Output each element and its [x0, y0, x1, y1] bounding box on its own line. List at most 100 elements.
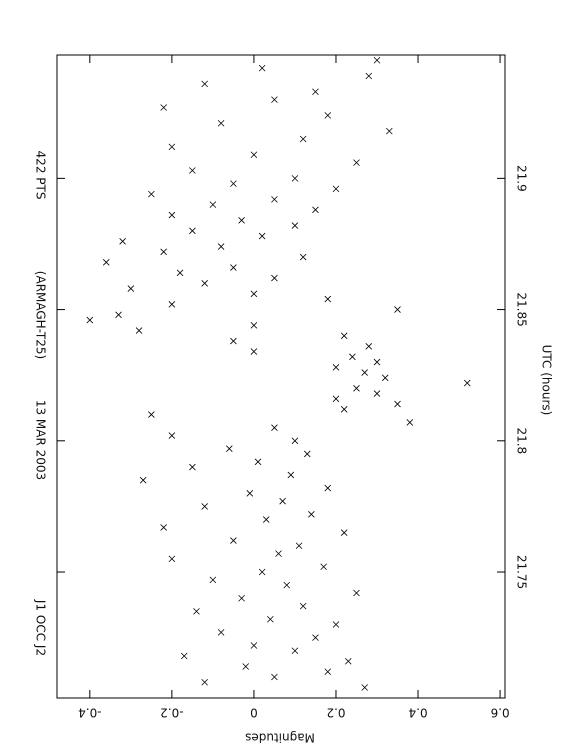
data-point: [349, 353, 356, 361]
data-point: [291, 437, 299, 445]
data-point: [365, 343, 373, 350]
data-point: [332, 621, 340, 628]
data-point: [271, 274, 278, 282]
data-point: [271, 424, 278, 431]
data-point: [230, 264, 237, 271]
data-point: [86, 316, 94, 324]
data-point: [332, 364, 340, 371]
data-point: [119, 238, 126, 245]
data-point: [242, 663, 250, 670]
data-point: [246, 490, 254, 497]
data-point: [168, 143, 176, 151]
data-point: [324, 668, 332, 676]
data-point: [324, 112, 332, 119]
data-point: [193, 608, 200, 615]
x-tick-label: 21.85: [515, 292, 529, 326]
data-point: [394, 306, 401, 313]
data-point: [295, 542, 303, 550]
data-point: [230, 180, 237, 187]
data-point: [258, 568, 266, 576]
data-point: [250, 290, 258, 298]
data-point: [271, 96, 278, 103]
data-point: [373, 358, 381, 366]
data-point: [373, 390, 381, 397]
data-point: [262, 516, 270, 523]
data-point: [267, 615, 274, 623]
data-point: [201, 280, 208, 287]
data-point: [279, 497, 286, 505]
data-point: [238, 594, 245, 602]
data-point: [258, 64, 266, 72]
data-point: [361, 684, 368, 691]
y-tick-label: -0.2: [160, 706, 183, 720]
data-point: [340, 406, 348, 413]
data-point: [324, 484, 332, 492]
y-tick-label: 0.4: [408, 706, 427, 720]
data-point: [312, 634, 319, 641]
data-point: [168, 211, 176, 219]
data-point: [291, 222, 299, 229]
data-point: [209, 576, 217, 584]
data-point: [353, 589, 360, 597]
data-point: [160, 104, 167, 111]
title-part: (ARMAGH-T25): [34, 271, 48, 359]
data-point: [258, 232, 266, 240]
data-point: [250, 322, 258, 329]
data-point: [340, 332, 348, 340]
data-point: [463, 379, 471, 387]
data-point: [250, 348, 258, 355]
data-point: [160, 248, 167, 256]
y-tick-label: 0: [250, 706, 258, 720]
data-point: [250, 151, 258, 159]
data-point: [189, 463, 196, 471]
data-point: [312, 88, 319, 96]
data-point: [201, 80, 208, 88]
y-tick-label: -0.4: [78, 706, 101, 720]
data-point: [189, 227, 196, 235]
x-tick-label: 21.9: [515, 165, 529, 192]
data-point: [308, 511, 315, 518]
x-axis-title: UTC (hours): [540, 345, 554, 416]
data-point: [160, 524, 167, 531]
data-point: [291, 647, 299, 655]
data-point: [209, 201, 217, 208]
data-point: [189, 167, 196, 174]
data-point: [271, 673, 278, 681]
data-point: [230, 537, 237, 544]
data-point: [303, 450, 311, 458]
data-point: [127, 285, 135, 292]
data-point: [406, 419, 414, 426]
data-point: [373, 56, 381, 64]
data-point: [226, 445, 233, 452]
title-part: J1 OCC J2: [34, 599, 48, 656]
data-point: [386, 127, 393, 135]
data-point: [217, 119, 225, 127]
data-point: [102, 259, 110, 266]
plot-frame: [56, 54, 506, 699]
y-tick-label: 0.6: [491, 706, 510, 720]
data-point: [299, 135, 307, 143]
data-point: [148, 190, 155, 198]
data-point: [135, 327, 143, 334]
data-point: [230, 337, 237, 345]
y-tick-label: 0.2: [326, 706, 345, 720]
data-point: [299, 253, 307, 261]
data-point: [168, 555, 176, 563]
data-point: [332, 185, 340, 193]
title-part: 13 MAR 2003: [34, 400, 48, 480]
data-point: [394, 400, 401, 408]
data-point: [180, 652, 188, 660]
data-point: [340, 529, 348, 536]
data-point: [287, 471, 295, 479]
data-point: [168, 432, 176, 439]
data-point: [168, 301, 176, 308]
data-point: [139, 476, 147, 484]
data-point: [254, 458, 262, 466]
data-point: [238, 217, 245, 224]
data-point: [299, 602, 307, 610]
data-point: [344, 657, 352, 665]
data-point: [176, 269, 184, 277]
data-point: [312, 206, 319, 214]
data-point: [271, 196, 278, 203]
